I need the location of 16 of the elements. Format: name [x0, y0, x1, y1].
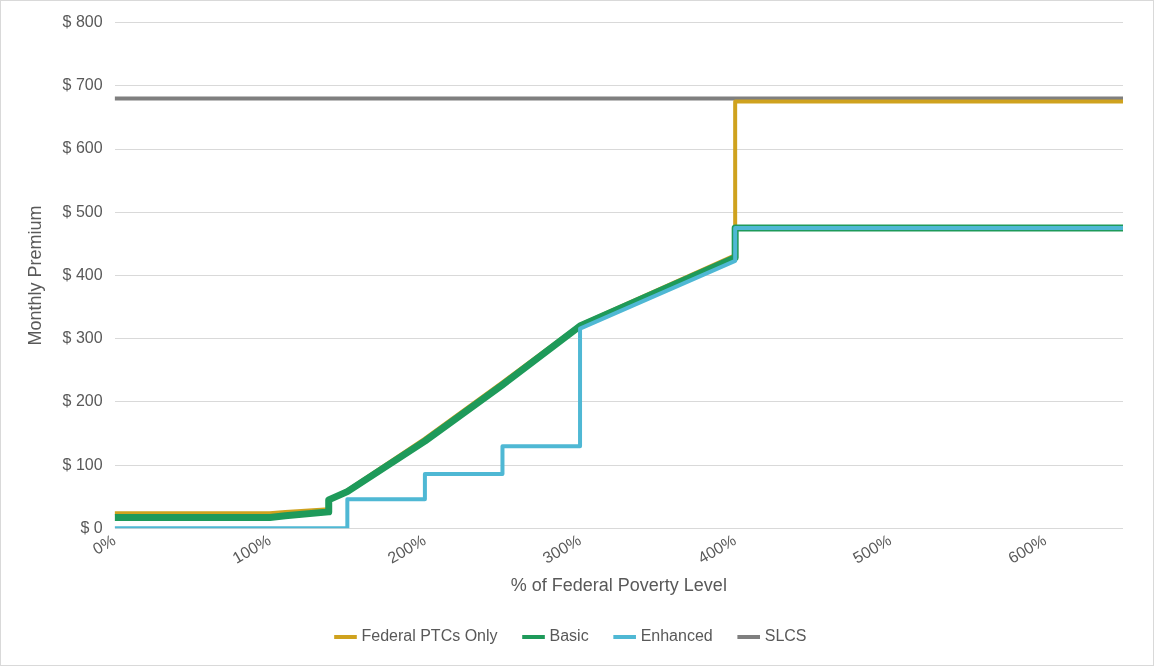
y-tick-label: $ 500 [62, 202, 103, 220]
legend-label: Basic [549, 627, 589, 645]
y-axis-title: Monthly Premium [24, 205, 45, 346]
legend-label: SLCS [764, 627, 807, 645]
y-tick-label: $ 600 [62, 139, 103, 157]
y-tick-label: $ 400 [62, 265, 103, 283]
y-tick-label: $ 800 [62, 13, 103, 31]
y-tick-label: $ 200 [62, 392, 103, 410]
y-tick-label: $ 300 [62, 329, 103, 347]
legend-label: Enhanced [640, 627, 713, 645]
legend-label: Federal PTCs Only [361, 627, 498, 645]
y-tick-label: $ 0 [80, 518, 103, 536]
x-axis-title: % of Federal Poverty Level [510, 575, 727, 596]
y-tick-label: $ 100 [62, 455, 103, 473]
y-tick-label: $ 700 [62, 76, 103, 94]
x-tick-label: 400% [694, 531, 739, 567]
